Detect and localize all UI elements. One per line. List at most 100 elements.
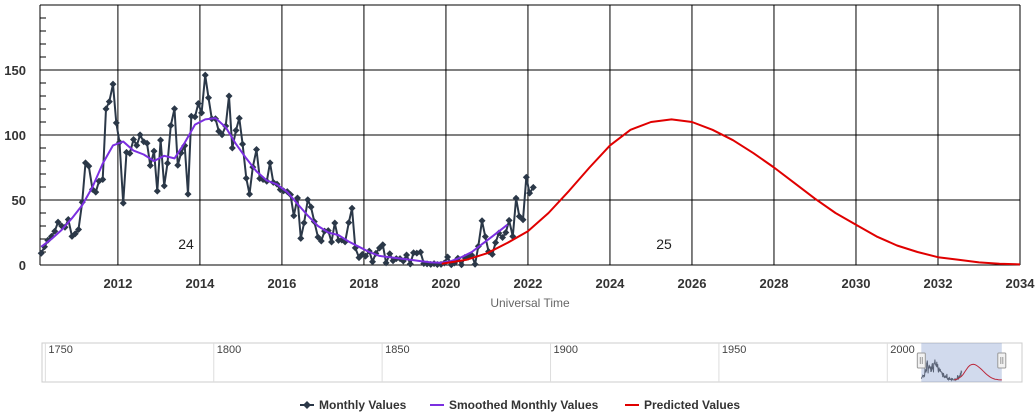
data-point: [290, 212, 298, 220]
data-point: [328, 238, 336, 246]
data-point: [205, 94, 213, 102]
legend-marker: [303, 401, 311, 409]
data-point: [153, 187, 161, 195]
data-point: [105, 98, 113, 106]
data-point: [515, 212, 523, 220]
data-point: [228, 144, 236, 152]
navigator-series: [954, 363, 1002, 381]
data-point: [505, 216, 513, 224]
data-point: [499, 233, 507, 241]
data-point: [102, 105, 110, 113]
data-point: [164, 159, 172, 167]
data-point: [170, 105, 178, 113]
data-point: [304, 196, 312, 204]
data-point: [167, 122, 175, 130]
data-point: [478, 217, 486, 225]
legend-item[interactable]: Monthly Values: [300, 398, 407, 412]
data-point: [362, 252, 370, 260]
data-point: [294, 194, 302, 202]
series-line: [40, 117, 509, 264]
legend-label: Monthly Values: [319, 398, 407, 412]
data-point: [133, 141, 141, 149]
data-point: [71, 230, 79, 238]
data-point: [109, 80, 117, 88]
legend-item[interactable]: Predicted Values: [625, 398, 740, 412]
data-point: [444, 253, 452, 261]
data-point: [235, 114, 243, 122]
series-line: [40, 74, 535, 266]
navigator-frame: [41, 342, 1023, 383]
x-tick-label: 2028: [760, 276, 789, 291]
data-point: [529, 183, 537, 191]
navigator-tick-label: 1900: [554, 344, 578, 356]
data-point: [522, 173, 530, 181]
data-point: [242, 174, 250, 182]
data-point: [232, 126, 240, 134]
legend-label: Smoothed Monthly Values: [449, 398, 599, 412]
navigator-selection: [921, 343, 1002, 382]
data-point: [174, 161, 182, 169]
data-point: [246, 190, 254, 198]
data-point: [495, 229, 503, 237]
data-point: [99, 175, 107, 183]
y-tick-label: 0: [19, 258, 26, 273]
x-tick-label: 2022: [513, 276, 542, 291]
data-point: [471, 260, 479, 268]
data-point: [345, 219, 353, 227]
data-point: [37, 249, 45, 257]
data-point: [348, 204, 356, 212]
x-tick-label: 2030: [842, 276, 871, 291]
data-point: [300, 219, 308, 227]
data-point: [150, 147, 158, 155]
data-point: [129, 136, 137, 144]
navigator-tick-label: 1800: [217, 344, 241, 356]
x-tick-label: 2014: [185, 276, 215, 291]
data-point: [126, 149, 134, 157]
navigator-handle[interactable]: [997, 352, 1007, 369]
x-tick-label: 2026: [678, 276, 707, 291]
navigator-tick-label: 1850: [385, 344, 409, 356]
cycle-label: 24: [178, 236, 194, 252]
x-tick-label: 2024: [595, 276, 625, 291]
data-point: [194, 100, 202, 108]
data-point: [146, 162, 154, 170]
data-point: [502, 229, 510, 236]
data-point: [160, 182, 168, 190]
data-point: [386, 250, 394, 258]
data-point: [239, 140, 247, 148]
data-point: [51, 227, 59, 235]
data-point: [406, 260, 414, 268]
data-point: [119, 199, 127, 207]
data-point: [417, 248, 425, 256]
y-tick-label: 50: [12, 193, 26, 208]
navigator-tick-label: 2000: [890, 344, 914, 356]
data-point: [519, 216, 527, 224]
x-tick-label: 2034: [1006, 276, 1036, 291]
legend-item[interactable]: Smoothed Monthly Values: [430, 398, 599, 412]
x-axis-title: Universal Time: [490, 296, 570, 310]
navigator-tick-label: 1750: [48, 344, 72, 356]
data-point: [218, 131, 226, 139]
series-line: [441, 118, 1021, 266]
data-point: [403, 251, 411, 259]
data-point: [198, 109, 206, 117]
data-point: [317, 237, 325, 245]
data-point: [307, 203, 315, 211]
data-point: [54, 218, 62, 226]
data-point: [369, 258, 377, 266]
data-point: [492, 239, 500, 247]
data-point: [136, 131, 144, 139]
data-point: [379, 241, 387, 249]
data-point: [266, 159, 274, 167]
navigator-tick-label: 1950: [722, 344, 746, 356]
x-tick-label: 2012: [103, 276, 132, 291]
data-point: [331, 219, 339, 227]
data-point: [314, 233, 322, 241]
data-point: [481, 233, 489, 241]
data-point: [253, 146, 261, 154]
navigator-handle[interactable]: [916, 352, 926, 369]
y-tick-label: 150: [4, 63, 26, 78]
data-point: [225, 92, 233, 100]
data-point: [526, 189, 534, 197]
